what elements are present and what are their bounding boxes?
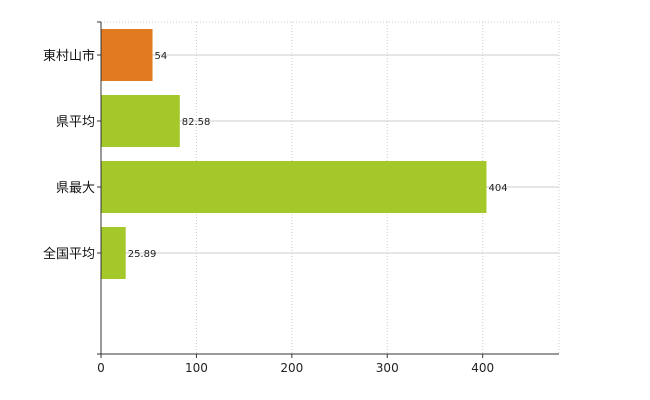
data-label: 25.89 — [128, 249, 157, 260]
category-label: 県平均 — [56, 115, 95, 130]
x-tick-label: 300 — [376, 361, 399, 375]
data-label: 82.58 — [182, 117, 211, 128]
bar — [101, 227, 126, 279]
x-tick-label: 200 — [280, 361, 303, 375]
labels: 54 82.58 404 25.89 0 100 200 300 400 東村山市県平均県最大全国… — [43, 48, 508, 375]
data-label: 54 — [155, 51, 168, 62]
bar — [101, 29, 153, 81]
bar — [101, 95, 180, 147]
x-tick-label: 400 — [471, 361, 494, 375]
data-label: 404 — [488, 183, 507, 194]
x-tick-label: 0 — [97, 361, 105, 375]
x-tick-label: 100 — [185, 361, 208, 375]
category-label: 東村山市 — [43, 48, 95, 64]
category-label: 全国平均 — [43, 246, 95, 262]
axes — [97, 21, 559, 358]
bar — [101, 161, 487, 213]
bars — [101, 29, 487, 279]
category-label: 県最大 — [56, 181, 95, 196]
